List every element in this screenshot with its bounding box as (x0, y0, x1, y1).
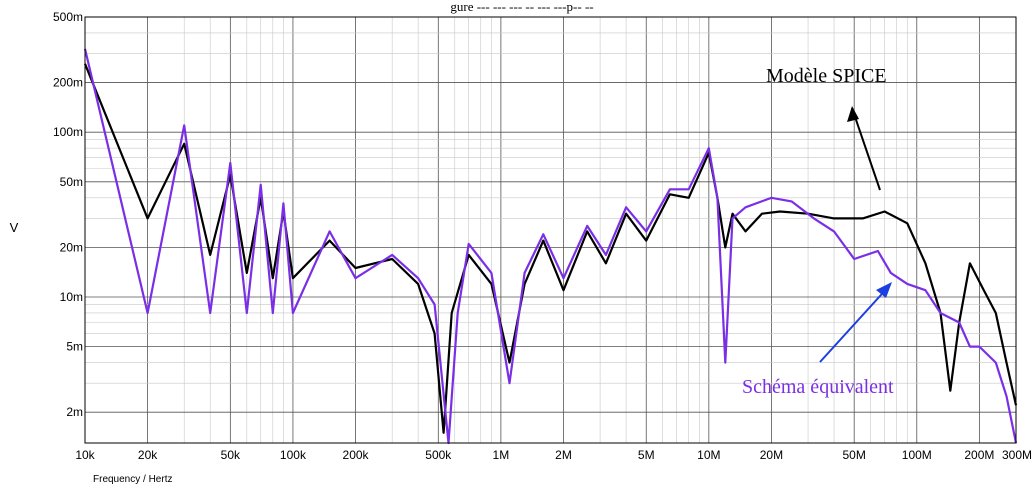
x-tick-label: 10k (75, 448, 95, 462)
equiv-annotation: Schéma équivalent (742, 376, 894, 398)
spice-arrow-line (851, 107, 881, 191)
x-tick-label: 1M (493, 448, 510, 462)
spice-arrow-head (847, 106, 859, 122)
x-tick-label: 500k (425, 448, 452, 462)
series-layer (83, 48, 1018, 445)
plot-frame (84, 16, 1017, 444)
x-tick-label: 2M (555, 448, 572, 462)
x-tick-labels: 10k 20k 50k 100k 200k 500k 1M 2M 5M 10M 20M 50M 100M… (75, 448, 1032, 462)
y-tick-label: 200m (53, 76, 83, 90)
x-tick-label: 50M (843, 448, 866, 462)
series-line-equivalent (83, 48, 1018, 445)
equiv-arrow-head (876, 282, 892, 298)
x-tick-label: 100M (902, 448, 932, 462)
x-tick-label: 5M (638, 448, 655, 462)
x-tick-label: 200M (964, 448, 994, 462)
y-tick-label: 10m (60, 290, 83, 304)
y-tick-labels: 500m 200m 100m 50m 20m 10m 5m 2m (53, 10, 83, 419)
chart-title: gure --- --- --- -- --- ---p-- -- (450, 0, 593, 14)
x-tick-label: 20k (138, 448, 158, 462)
y-axis-label: V (10, 220, 19, 235)
equiv-arrow-line (819, 284, 891, 363)
x-tick-label: 10M (697, 448, 720, 462)
y-tick-label: 2m (66, 405, 83, 419)
x-tick-label: 100k (280, 448, 307, 462)
x-tick-label: 200k (343, 448, 370, 462)
x-tick-label: 300M (1002, 448, 1032, 462)
y-tick-label: 5m (66, 340, 83, 354)
y-tick-label: 100m (53, 125, 83, 139)
x-tick-label: 20M (760, 448, 783, 462)
x-axis-label: Frequency / Hertz (93, 474, 172, 485)
y-tick-label: 20m (60, 240, 83, 254)
annotations: Modèle SPICE Schéma équivalent (742, 65, 894, 398)
spice-annotation: Modèle SPICE (766, 65, 887, 87)
y-tick-label: 50m (60, 175, 83, 189)
x-tick-label: 50k (221, 448, 241, 462)
y-tick-label: 500m (53, 10, 83, 24)
